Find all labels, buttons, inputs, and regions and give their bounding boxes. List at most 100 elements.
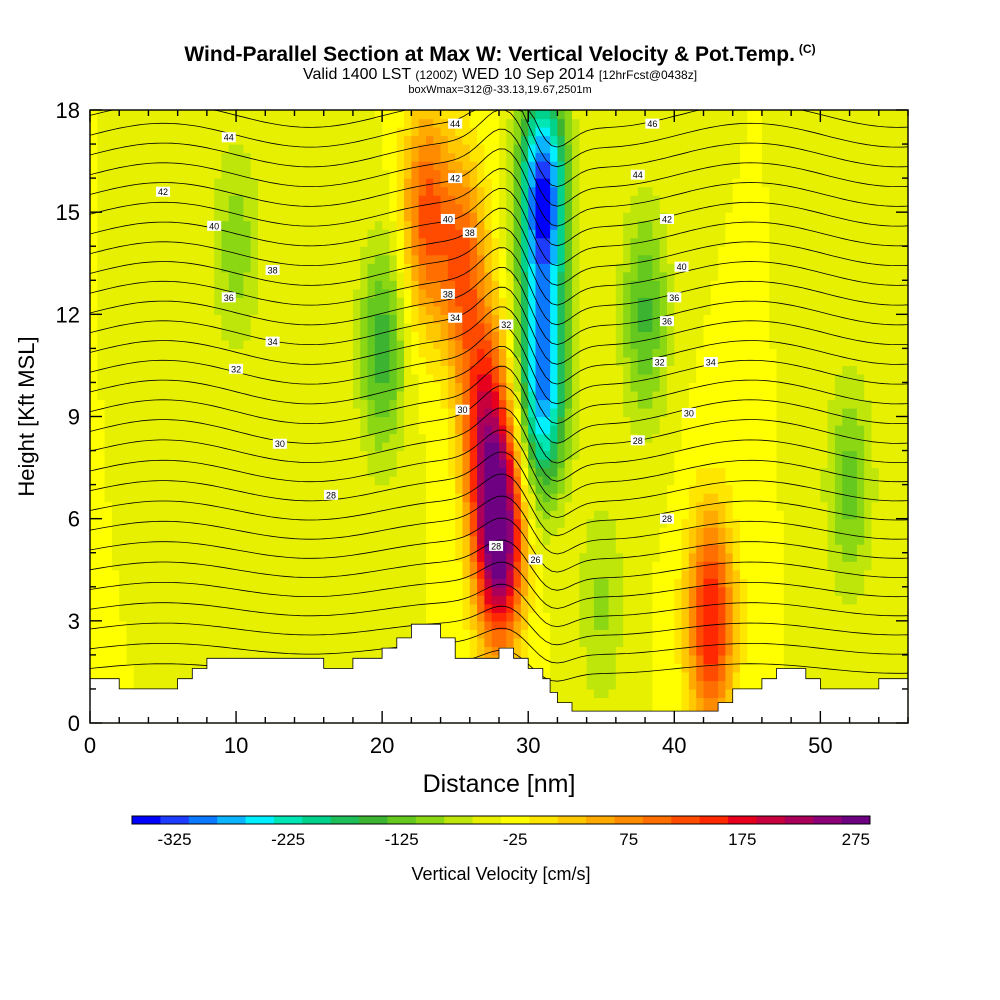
velocity-cell [506, 280, 515, 290]
velocity-cell [564, 399, 573, 409]
velocity-cell [250, 527, 259, 537]
velocity-cell [425, 442, 434, 452]
velocity-cell [214, 297, 223, 307]
velocity-cell [382, 561, 391, 571]
subtitle-utc: (1200Z) [415, 68, 458, 82]
velocity-cell [433, 186, 442, 196]
velocity-cell [155, 663, 164, 673]
velocity-cell [177, 288, 186, 298]
velocity-cell [250, 339, 259, 349]
velocity-cell [374, 203, 383, 213]
velocity-cell [155, 144, 164, 154]
velocity-cell [586, 459, 595, 469]
velocity-cell [265, 212, 274, 222]
velocity-cell [279, 399, 288, 409]
velocity-cell [491, 399, 500, 409]
velocity-cell [163, 331, 171, 341]
velocity-cell [309, 629, 318, 639]
velocity-cell [228, 569, 237, 579]
velocity-cell [564, 407, 573, 418]
velocity-cell [382, 407, 391, 418]
velocity-cell [221, 220, 230, 230]
velocity-cell [228, 510, 237, 520]
velocity-cell [520, 271, 529, 281]
velocity-cell [155, 212, 164, 222]
velocity-cell [97, 297, 106, 307]
velocity-cell [382, 322, 391, 332]
velocity-cell [550, 373, 559, 384]
velocity-cell [257, 595, 266, 605]
velocity-cell [294, 612, 303, 622]
velocity-cell [367, 373, 376, 384]
velocity-cell [97, 671, 106, 682]
velocity-cell [433, 407, 442, 418]
velocity-cell [352, 620, 361, 630]
velocity-cell [586, 331, 595, 341]
velocity-cell [382, 339, 391, 349]
velocity-cell [469, 637, 478, 647]
velocity-cell [499, 331, 507, 341]
velocity-cell [90, 484, 98, 494]
velocity-cell [104, 433, 113, 443]
velocity-cell [214, 612, 223, 622]
velocity-cell [141, 603, 150, 613]
velocity-cell [572, 569, 580, 579]
velocity-cell [279, 595, 288, 605]
velocity-cell [404, 280, 412, 290]
velocity-cell [572, 110, 580, 120]
velocity-cell [564, 271, 573, 281]
velocity-cell [243, 203, 252, 213]
velocity-cell [272, 118, 281, 128]
velocity-cell [367, 544, 376, 554]
velocity-cell [433, 161, 442, 171]
velocity-cell [528, 297, 537, 307]
velocity-cell [382, 271, 391, 281]
velocity-cell [338, 161, 347, 171]
velocity-cell [155, 586, 164, 596]
velocity-cell [557, 646, 566, 656]
velocity-cell [294, 186, 303, 196]
velocity-cell [352, 297, 361, 307]
velocity-cell [133, 152, 142, 162]
velocity-cell [484, 518, 493, 528]
velocity-cell [477, 339, 485, 349]
velocity-cell [184, 612, 193, 622]
velocity-cell [163, 603, 171, 613]
velocity-cell [506, 476, 515, 486]
velocity-cell [199, 416, 208, 426]
velocity-cell [352, 127, 361, 137]
velocity-cell [119, 203, 128, 213]
velocity-cell [104, 331, 113, 341]
velocity-cell [236, 288, 244, 298]
velocity-cell [192, 603, 201, 613]
velocity-cell [418, 603, 427, 613]
velocity-cell [542, 552, 551, 562]
velocity-cell [528, 586, 537, 596]
velocity-cell [345, 271, 354, 281]
velocity-cell [440, 527, 449, 537]
velocity-cell [90, 229, 98, 239]
velocity-cell [535, 493, 544, 503]
velocity-cell [97, 501, 106, 511]
velocity-cell [301, 203, 310, 213]
velocity-cell [272, 467, 281, 477]
velocity-cell [279, 390, 288, 401]
velocity-cell [111, 671, 120, 682]
velocity-cell [499, 620, 507, 630]
velocity-cell [119, 237, 128, 247]
velocity-cell [170, 467, 179, 477]
velocity-cell [199, 382, 208, 392]
velocity-cell [352, 535, 361, 545]
velocity-cell [462, 459, 471, 469]
velocity-cell [206, 612, 215, 622]
velocity-cell [126, 348, 135, 358]
velocity-cell [199, 373, 208, 384]
velocity-cell [257, 356, 266, 367]
velocity-cell [199, 229, 208, 239]
velocity-cell [579, 407, 588, 418]
velocity-cell [279, 612, 288, 622]
velocity-cell [170, 416, 179, 426]
velocity-cell [535, 339, 544, 349]
velocity-cell [367, 476, 376, 486]
velocity-cell [177, 161, 186, 171]
